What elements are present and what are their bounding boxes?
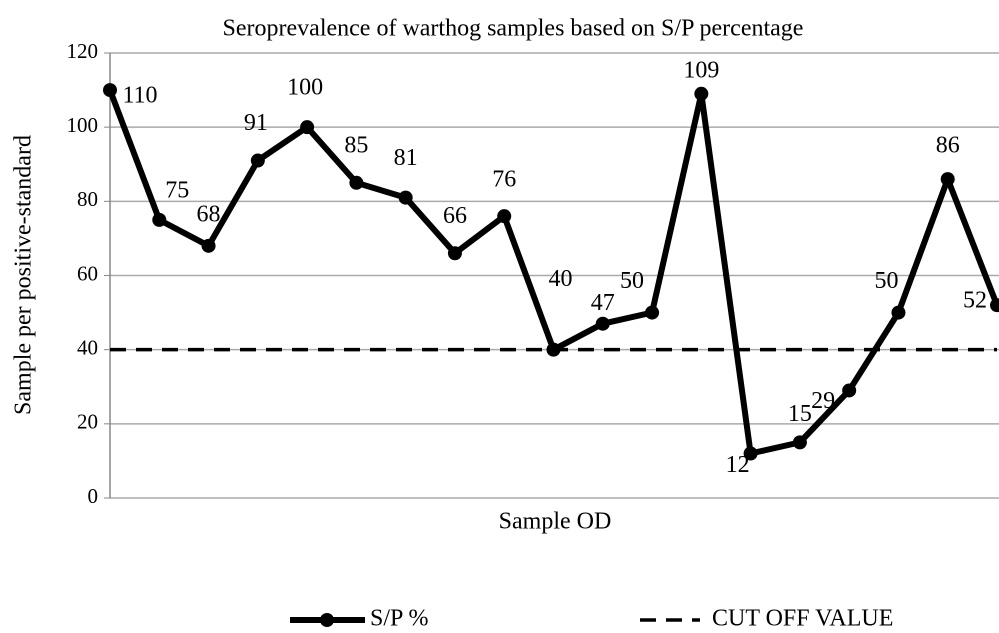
data-label: 40 (549, 266, 573, 292)
data-label: 85 (344, 132, 368, 158)
data-point (792, 435, 807, 450)
data-point (940, 172, 955, 187)
data-point (891, 305, 906, 320)
data-point (300, 120, 315, 135)
data-point (152, 212, 167, 227)
data-point (694, 86, 709, 101)
y-tick-label: 40 (77, 335, 98, 359)
data-point (645, 305, 660, 320)
data-point (250, 153, 265, 168)
data-point (349, 175, 364, 190)
y-tick-label: 100 (67, 113, 99, 137)
data-point (990, 298, 999, 313)
data-point (201, 238, 216, 253)
data-label: 110 (122, 83, 157, 109)
x-axis-label: Sample OD (499, 509, 612, 535)
data-label: 52 (963, 288, 987, 314)
data-label: 15 (788, 401, 812, 427)
data-point (103, 83, 117, 98)
data-point (743, 446, 758, 461)
data-label: 47 (591, 290, 615, 316)
y-tick-label: 0 (88, 484, 99, 508)
data-point (398, 190, 413, 205)
data-label: 50 (874, 268, 898, 294)
y-tick-label: 20 (77, 410, 98, 434)
data-label: 100 (287, 75, 323, 101)
y-tick-label: 60 (77, 261, 98, 285)
data-label: 12 (726, 452, 750, 478)
data-label: 66 (443, 203, 467, 229)
data-label: 68 (197, 201, 221, 227)
data-label: 86 (936, 133, 960, 159)
data-point (447, 246, 462, 261)
chart-title: Seroprevalence of warthog samples based … (223, 16, 804, 42)
data-label: 109 (683, 57, 719, 83)
data-label: 76 (492, 167, 516, 193)
data-point (497, 209, 512, 224)
data-point (842, 383, 857, 398)
y-axis-label: Sample per positive-standard (11, 135, 37, 415)
y-tick-label: 80 (77, 187, 98, 211)
data-label: 91 (244, 110, 268, 136)
y-tick-label: 120 (67, 39, 99, 63)
legend-label: S/P % (370, 606, 428, 632)
legend-marker (320, 613, 334, 627)
data-label: 75 (165, 177, 189, 203)
data-point (595, 316, 610, 331)
data-label: 81 (394, 145, 418, 171)
data-label: 29 (811, 388, 835, 414)
legend-label: CUT OFF VALUE (712, 606, 893, 632)
data-label: 50 (620, 268, 644, 294)
